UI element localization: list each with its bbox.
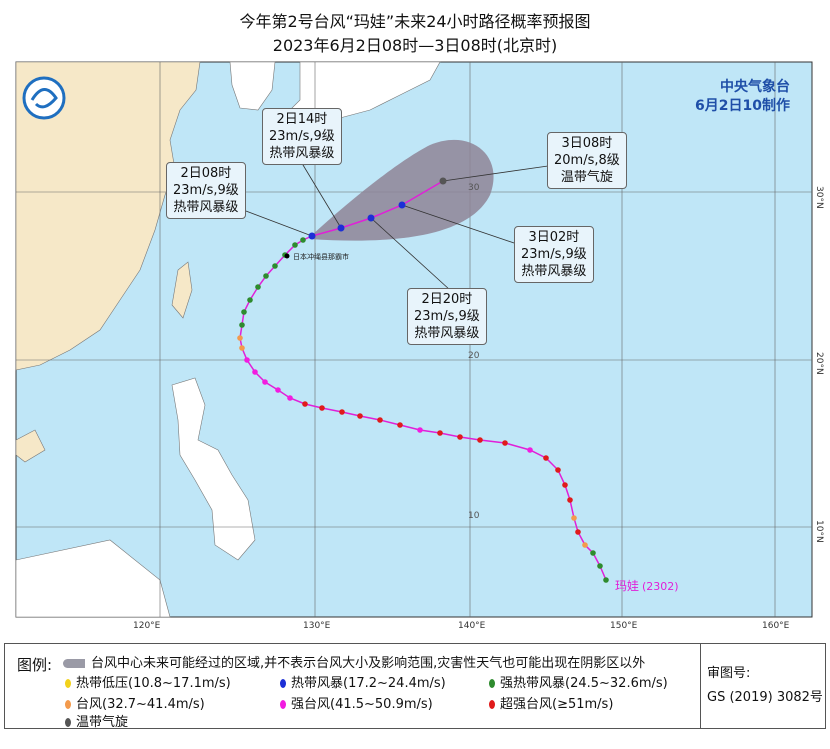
probability-cone (310, 139, 494, 241)
approval-label: 审图号: (707, 666, 751, 681)
land-philippines (171, 377, 256, 561)
track-point (275, 387, 281, 393)
track-point (590, 550, 596, 556)
callout-leader (442, 164, 556, 182)
grid-label-20: 20 (468, 351, 480, 361)
lat-label: 20°N (814, 352, 824, 375)
legend-title: 图例: (17, 656, 53, 674)
legend-item: 热带风暴(17.2~24.4m/s) (280, 672, 446, 691)
track-point (562, 482, 568, 488)
callout-2d20: 2日20时 23m/s,9级 热带风暴级 (407, 288, 487, 345)
track-point (308, 232, 316, 240)
typhoon-symbol-icon (280, 679, 286, 688)
callout-2d14: 2日14时 23m/s,9级 热带风暴级 (262, 108, 342, 165)
land-borneo (15, 539, 171, 618)
track-point (300, 237, 306, 243)
map-title: 今年第2号台风“玛娃”未来24小时路径概率预报图 (239, 12, 591, 31)
lon-label: 160°E (762, 621, 790, 631)
grid-label-10: 10 (468, 511, 480, 521)
callout-3d02: 3日02时 23m/s,9级 热带风暴级 (514, 226, 594, 283)
typhoon-code: (2302) (642, 580, 679, 593)
track-point (367, 214, 375, 222)
track-point (543, 455, 549, 461)
lat-label: 30°N (814, 186, 824, 209)
lon-label: 120°E (133, 621, 161, 631)
cone-swatch-icon (63, 659, 85, 668)
track-point (527, 447, 533, 453)
land-hainan (15, 429, 46, 463)
naha-marker (284, 253, 290, 259)
agency-name: 中央气象台 (720, 79, 790, 95)
typhoon-symbol-icon (489, 679, 495, 688)
track-point (239, 345, 245, 351)
track-point (237, 335, 243, 341)
typhoon-symbol-icon (65, 679, 71, 688)
callout-3d08: 3日08时 20m/s,8级 温带气旋 (547, 132, 627, 189)
lat-label: 10°N (814, 520, 824, 543)
track-point (263, 273, 269, 279)
track-point (357, 413, 363, 419)
track-point (302, 401, 308, 407)
track-point (567, 497, 573, 503)
legend-item: 强台风(41.5~50.9m/s) (280, 693, 433, 712)
legend-item: 台风(32.7~41.4m/s) (65, 693, 205, 712)
callout-leader (299, 159, 342, 229)
callout-leader (401, 204, 521, 246)
grid-label-30: 30 (468, 183, 480, 193)
naha-label: 日本冲绳县那霸市 (293, 252, 349, 261)
track-point (397, 422, 403, 428)
track-point (244, 357, 250, 363)
typhoon-symbol-icon (489, 700, 495, 709)
typhoon-symbol-icon (65, 700, 71, 709)
track-point (247, 297, 253, 303)
legend-item: 温带气旋 (65, 711, 128, 730)
track-point (319, 405, 325, 411)
track-point (339, 409, 345, 415)
track-point (292, 242, 298, 248)
track-point (239, 322, 245, 328)
typhoon-symbol-icon (280, 700, 286, 709)
track-point (241, 309, 247, 315)
approval-number: GS (2019) 3082号 (707, 690, 823, 705)
track-point (477, 437, 483, 443)
map-subtitle: 2023年6月2日08时—3日08时(北京时) (272, 36, 558, 55)
track-point (272, 263, 278, 269)
land-taiwan (171, 261, 193, 319)
track-point (439, 177, 447, 185)
callout-leader (370, 217, 451, 291)
typhoon-symbol-icon (65, 718, 71, 727)
legend: 图例: 台风中心未来可能经过的区域,并不表示台风大小及影响范围,灾害性天气也可能… (4, 643, 826, 730)
track-point (555, 467, 561, 473)
track-point (457, 434, 463, 440)
track-point (262, 379, 268, 385)
track-point (398, 201, 406, 209)
track-point (437, 430, 443, 436)
cma-logo-icon (22, 76, 66, 120)
track-point (417, 427, 423, 433)
track-point (575, 529, 581, 535)
track-point (252, 369, 258, 375)
track-point (255, 284, 261, 290)
legend-item: 超强台风(≥51m/s) (489, 693, 613, 712)
track-point (603, 577, 609, 583)
track-point (502, 440, 508, 446)
lon-label: 130°E (303, 621, 331, 631)
land-korea (229, 61, 276, 111)
legend-item: 热带低压(10.8~17.1m/s) (65, 672, 231, 691)
callout-2d08: 2日08时 23m/s,9级 热带风暴级 (166, 162, 246, 219)
track-point (287, 395, 293, 401)
track-point (582, 542, 588, 548)
lon-label: 150°E (610, 621, 638, 631)
issue-time: 6月2日10制作 (695, 98, 790, 114)
track-point (597, 563, 603, 569)
track-point (337, 224, 345, 232)
track-point (377, 417, 383, 423)
legend-cone: 台风中心未来可能经过的区域,并不表示台风大小及影响范围,灾害性天气也可能出现在阴… (63, 652, 645, 671)
legend-item: 强热带风暴(24.5~32.6m/s) (489, 672, 668, 691)
lon-label: 140°E (458, 621, 486, 631)
typhoon-name: 玛娃 (615, 579, 639, 593)
track-point (571, 515, 577, 521)
